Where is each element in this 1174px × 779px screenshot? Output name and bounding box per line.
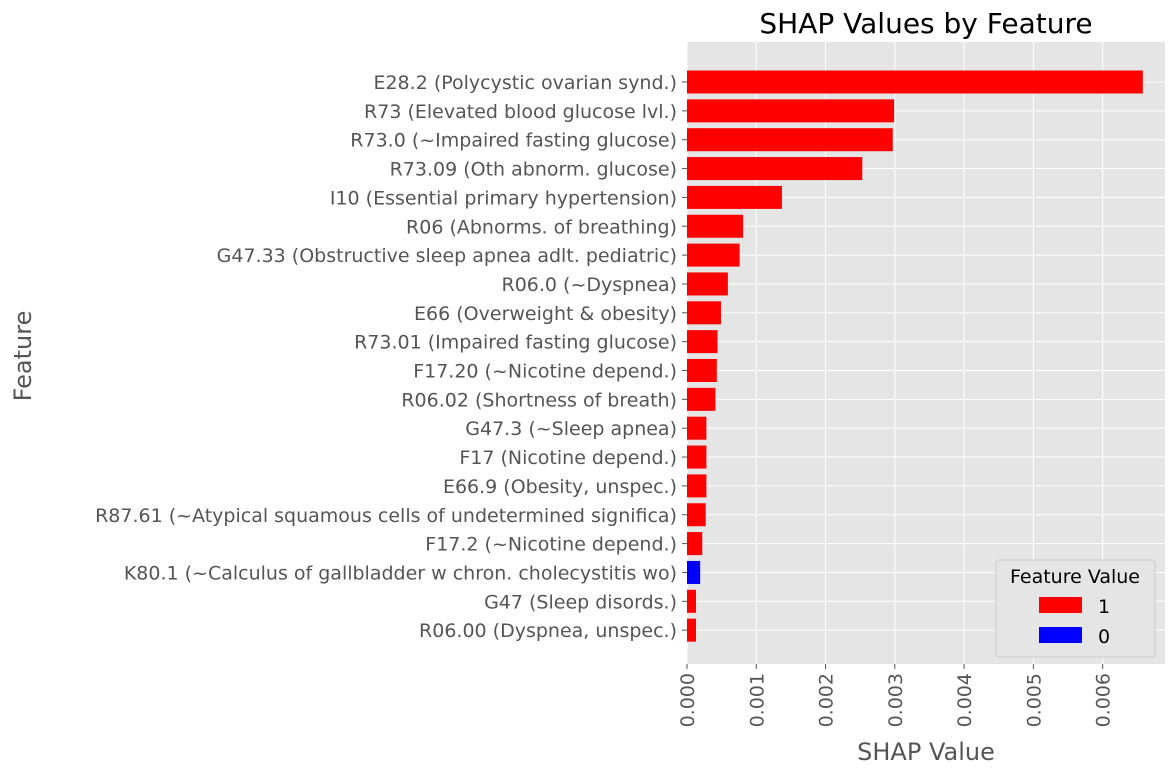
bar bbox=[687, 301, 721, 325]
y-tick-label: K80.1 (~Calculus of gallbladder w chron.… bbox=[124, 562, 677, 584]
bar bbox=[687, 99, 895, 123]
x-tick-label: 0.000 bbox=[677, 673, 699, 727]
bar bbox=[687, 387, 716, 411]
x-tick-label: 0.001 bbox=[746, 673, 768, 727]
bar bbox=[687, 243, 740, 267]
bar bbox=[687, 503, 706, 527]
bar-layer bbox=[687, 70, 1143, 642]
bar bbox=[687, 359, 717, 382]
y-tick-label: G47 (Sleep disords.) bbox=[484, 591, 677, 613]
bar bbox=[687, 532, 703, 556]
bar bbox=[687, 157, 863, 181]
x-tick-label: 0.002 bbox=[816, 673, 838, 727]
bar bbox=[687, 330, 718, 354]
y-tick-label: E66 (Overweight & obesity) bbox=[414, 303, 677, 325]
x-tick-label: 0.005 bbox=[1023, 673, 1045, 727]
y-tick-label: F17.20 (~Nicotine depend.) bbox=[413, 361, 677, 383]
bar bbox=[687, 128, 893, 152]
y-tick-label: R87.61 (~Atypical squamous cells of unde… bbox=[95, 505, 677, 527]
y-tick-label: G47.3 (~Sleep apnea) bbox=[465, 418, 677, 440]
legend-title: Feature Value bbox=[1010, 566, 1140, 588]
legend-swatch-1 bbox=[1039, 597, 1082, 613]
y-tick-label: R06.02 (Shortness of breath) bbox=[401, 389, 677, 411]
x-tick-label: 0.006 bbox=[1093, 673, 1115, 727]
y-tick-label: R73.0 (~Impaired fasting glucose) bbox=[350, 130, 677, 152]
bar bbox=[687, 214, 744, 238]
legend-swatch-0 bbox=[1039, 627, 1082, 643]
bar bbox=[687, 70, 1143, 94]
bar bbox=[687, 445, 707, 469]
y-tick-label: G47.33 (Obstructive sleep apnea adlt. pe… bbox=[217, 245, 677, 267]
bar bbox=[687, 560, 701, 584]
y-tick-label: E66.9 (Obesity, unspec.) bbox=[443, 476, 677, 498]
bar bbox=[687, 589, 697, 613]
x-tick-label: 0.004 bbox=[954, 673, 976, 727]
legend: Feature Value 1 0 bbox=[995, 559, 1156, 658]
x-axis-label: SHAP Value bbox=[857, 738, 995, 766]
y-tick-label: E28.2 (Polycystic ovarian synd.) bbox=[373, 72, 677, 94]
y-tick-label: F17 (Nicotine depend.) bbox=[459, 447, 677, 469]
y-tick-labels: E28.2 (Polycystic ovarian synd.) R73 (Ele… bbox=[95, 72, 687, 642]
bar bbox=[687, 272, 728, 296]
y-tick-label: R06.00 (Dyspnea, unspec.) bbox=[419, 620, 677, 642]
bar bbox=[687, 474, 707, 498]
y-tick-label: R06.0 (~Dyspnea) bbox=[502, 274, 678, 296]
y-tick-label: R73 (Elevated blood glucose lvl.) bbox=[364, 101, 677, 123]
y-tick-label: F17.2 (~Nicotine depend.) bbox=[425, 534, 677, 556]
chart-title: SHAP Values by Feature bbox=[759, 7, 1092, 40]
y-tick-label: R06 (Abnorms. of breathing) bbox=[406, 216, 677, 238]
bar bbox=[687, 185, 782, 209]
x-tick-label: 0.003 bbox=[885, 673, 907, 727]
y-tick-label: I10 (Essential primary hypertension) bbox=[330, 187, 677, 209]
legend-label-0: 0 bbox=[1098, 626, 1110, 648]
y-axis-label: Feature bbox=[9, 311, 37, 402]
y-tick-label: R73.09 (Oth abnorm. glucose) bbox=[390, 159, 677, 181]
legend-label-1: 1 bbox=[1098, 596, 1110, 618]
y-tick-label: R73.01 (Impaired fasting glucose) bbox=[354, 332, 677, 354]
bar bbox=[687, 618, 697, 642]
bar bbox=[687, 416, 707, 440]
x-tick-labels: 0.000 0.001 0.002 0.003 0.004 0.005 0.006 bbox=[677, 664, 1115, 727]
